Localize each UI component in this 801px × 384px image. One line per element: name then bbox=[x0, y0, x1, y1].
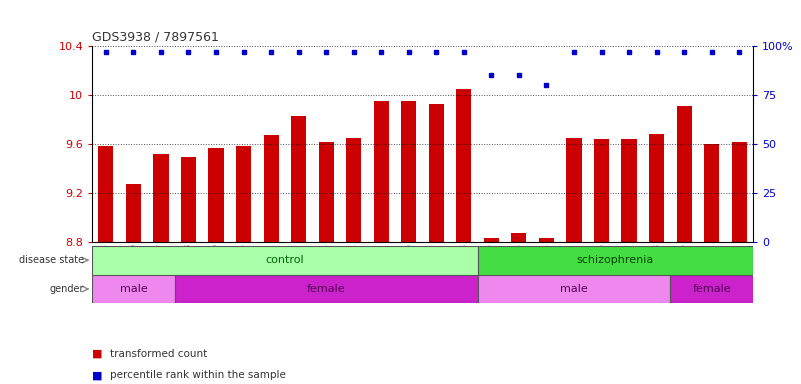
Text: female: female bbox=[307, 284, 345, 294]
Text: disease state: disease state bbox=[19, 255, 84, 265]
Text: ■: ■ bbox=[92, 370, 103, 380]
Bar bbox=[401, 101, 417, 242]
Bar bbox=[484, 238, 499, 242]
Bar bbox=[99, 146, 114, 242]
Bar bbox=[704, 144, 719, 242]
Bar bbox=[175, 275, 477, 303]
Bar bbox=[670, 275, 753, 303]
Bar bbox=[594, 139, 609, 242]
Bar bbox=[373, 101, 388, 242]
Text: percentile rank within the sample: percentile rank within the sample bbox=[110, 370, 286, 380]
Text: control: control bbox=[266, 255, 304, 265]
Text: female: female bbox=[692, 284, 731, 294]
Bar bbox=[566, 138, 582, 242]
Bar bbox=[477, 246, 753, 275]
Bar bbox=[511, 233, 526, 242]
Bar bbox=[539, 238, 554, 242]
Bar bbox=[264, 136, 279, 242]
Bar bbox=[153, 154, 168, 242]
Text: male: male bbox=[119, 284, 147, 294]
Text: gender: gender bbox=[50, 284, 84, 294]
Bar bbox=[126, 184, 141, 242]
Bar bbox=[208, 148, 223, 242]
Bar bbox=[457, 89, 472, 242]
Text: schizophrenia: schizophrenia bbox=[577, 255, 654, 265]
Bar bbox=[649, 134, 664, 242]
Bar bbox=[346, 138, 361, 242]
Bar bbox=[181, 157, 196, 242]
Bar bbox=[92, 275, 175, 303]
Text: transformed count: transformed count bbox=[110, 349, 207, 359]
Bar bbox=[731, 142, 747, 242]
Bar bbox=[291, 116, 306, 242]
Text: ■: ■ bbox=[92, 349, 103, 359]
Bar bbox=[622, 139, 637, 242]
Text: GDS3938 / 7897561: GDS3938 / 7897561 bbox=[92, 30, 219, 43]
Bar bbox=[92, 246, 477, 275]
Bar bbox=[236, 146, 252, 242]
Bar bbox=[319, 142, 334, 242]
Bar bbox=[477, 275, 670, 303]
Bar bbox=[429, 104, 444, 242]
Text: male: male bbox=[560, 284, 588, 294]
Bar bbox=[677, 106, 692, 242]
